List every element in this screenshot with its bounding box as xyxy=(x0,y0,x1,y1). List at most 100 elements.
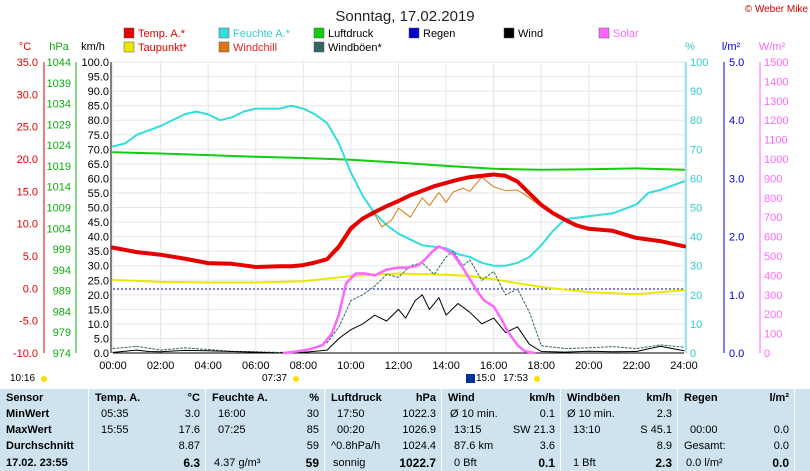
stats-wind-min: 0.1 xyxy=(539,408,555,420)
tick-pressure: 1024 xyxy=(47,140,71,152)
unit-wind: km/h xyxy=(81,41,105,53)
tick-wind: 85.0 xyxy=(88,101,109,113)
tick-temp: 35.0 xyxy=(17,57,38,69)
stats-col-wind: Wind km/h Ø 10 min. 0.1 13:15 SW 21.3 87… xyxy=(441,389,561,471)
tick-temp: 30.0 xyxy=(17,89,38,101)
tick-wind: 80.0 xyxy=(88,115,109,127)
stats-col-pressure: Luftdruck hPa 17:50 1022.3 00:20 1026.9 … xyxy=(324,389,442,471)
stats-col-sensor: Sensor MinWert MaxWert Durchschnitt 17.0… xyxy=(0,389,88,471)
stats-sensor-header: Sensor xyxy=(6,392,44,404)
stats-col-humidity: Feuchte A. % 16:00 30 07:25 85 59 4.37 g… xyxy=(205,389,325,471)
stats-col-temp: Temp. A. °C 05:35 3.0 15:55 17.6 8.87 6.… xyxy=(88,389,206,471)
legend-swatch-rain xyxy=(408,27,420,39)
stats-gust-min: 2.3 xyxy=(656,408,672,420)
tick-pressure: 974 xyxy=(53,348,71,360)
stats-wind-avg: 3.6 xyxy=(539,440,555,452)
legend-swatch-temp xyxy=(123,27,135,39)
legend-label-windchill: Windchill xyxy=(233,42,277,54)
stats-rain-title: Regen xyxy=(684,392,718,404)
tick-wind: 100.0 xyxy=(81,57,109,69)
tick-wind: 75.0 xyxy=(88,130,109,142)
unit-rain: l/m² xyxy=(722,41,741,53)
solar-noon-time: 15:0 xyxy=(476,373,496,384)
tick-wind: 50.0 xyxy=(88,203,109,215)
stats-temp-max: 17.6 xyxy=(178,424,200,436)
left-axes: 35.0 30.0 25.0 20.0 15.0 10.0 5.0 0.0 -5.0 -10.0 1… xyxy=(13,57,112,360)
stats-humidity-avg: 59 xyxy=(306,440,319,452)
stats-pressure-unit: hPa xyxy=(415,392,436,404)
tick-humidity: 20 xyxy=(690,290,702,302)
tick-humidity: 80 xyxy=(690,115,702,127)
tick-solar: 1000 xyxy=(764,154,788,166)
tick-temp: 5.0 xyxy=(23,251,38,263)
stats-gust-unit: km/h xyxy=(646,392,672,404)
x-axis: 00:00 02:00 04:00 06:00 08:00 10:00 12:00 14:00… xyxy=(99,352,698,372)
stats-pressure-min: 1022.3 xyxy=(402,408,436,420)
tick-solar: 500 xyxy=(764,251,782,263)
unit-humidity: % xyxy=(685,41,695,53)
x-tick-label: 20:00 xyxy=(575,360,603,372)
tick-pressure: 999 xyxy=(53,244,71,256)
tick-humidity: 10 xyxy=(690,319,702,331)
tick-solar: 1400 xyxy=(764,76,788,88)
tick-temp: -5.0 xyxy=(19,316,38,328)
tick-solar: 400 xyxy=(764,270,782,282)
stats-col-gust: Windböen km/h Ø 10 min. 2.3 13:10 S 45.1… xyxy=(560,389,678,471)
stats-pressure-trend: ^0.8hPa/h xyxy=(331,440,381,452)
series-wind xyxy=(112,294,685,354)
stats-wind-max-time: 13:15 xyxy=(454,424,482,436)
x-tick-label: 00:00 xyxy=(99,360,127,372)
stats-pressure-forecast: sonnig xyxy=(333,457,366,469)
x-tick-label: 22:00 xyxy=(623,360,651,372)
tick-wind: 95.0 xyxy=(88,72,109,84)
stats-humidity-current: 59 xyxy=(305,456,319,470)
legend-label-solar: Solar xyxy=(613,28,639,40)
tick-humidity: 100 xyxy=(690,57,708,69)
x-tick-label: 08:00 xyxy=(290,360,318,372)
tick-humidity: 30 xyxy=(690,261,702,273)
stats-rain-rate: 0.0 l/m² xyxy=(686,457,723,469)
tick-solar: 700 xyxy=(764,212,782,224)
axis-unit-headers: °C hPa km/h% l/m² W/m² xyxy=(19,41,786,53)
stats-rain-current: 0.0 xyxy=(772,456,789,470)
series-dewpoint xyxy=(112,272,685,296)
stats-humidity-max-time: 07:25 xyxy=(218,424,246,436)
stats-temp-title: Temp. A. xyxy=(95,392,141,404)
stats-gust-avg: 8.9 xyxy=(656,440,672,452)
legend-swatch-solar xyxy=(598,27,610,39)
stats-wind-distance: 87.6 km xyxy=(454,440,494,452)
stats-label-max: MaxWert xyxy=(6,424,52,436)
stats-temp-current: 6.3 xyxy=(183,456,200,470)
stats-gust-beaufort: 1 Bft xyxy=(573,457,596,469)
tick-wind: 15.0 xyxy=(88,304,109,316)
series-solar xyxy=(283,245,536,355)
legend-swatch-pressure xyxy=(313,27,325,39)
tick-solar: 0 xyxy=(764,348,770,360)
legend-label-pressure: Luftdruck xyxy=(328,28,374,40)
tick-solar: 300 xyxy=(764,290,782,302)
stats-gust-min-label: Ø 10 min. xyxy=(567,408,615,420)
weather-chart: Sonntag, 17.02.2019 © Weber Mike Temp. A… xyxy=(10,4,809,384)
stats-humidity-max: 85 xyxy=(306,424,319,436)
tick-wind: 90.0 xyxy=(88,86,109,98)
legend-label-dewpoint: Taupunkt* xyxy=(138,42,188,54)
stats-gust-title: Windböen xyxy=(567,392,621,404)
tick-wind: 20.0 xyxy=(88,290,109,302)
tick-wind: 35.0 xyxy=(88,246,109,258)
legend-swatch-gust xyxy=(313,41,325,53)
x-tick-label: 24:00 xyxy=(670,360,698,372)
tick-wind: 30.0 xyxy=(88,261,109,273)
stats-humidity-min: 30 xyxy=(306,408,319,420)
stats-wind-current: 0.1 xyxy=(538,456,555,470)
tick-wind: 45.0 xyxy=(88,217,109,229)
tick-pressure: 1014 xyxy=(47,182,71,194)
tick-temp: 0.0 xyxy=(23,283,38,295)
stats-temp-max-time: 15:55 xyxy=(101,424,129,436)
tick-solar: 1300 xyxy=(764,96,788,108)
x-tick-label: 18:00 xyxy=(527,360,555,372)
stats-rain-max-time: 00:00 xyxy=(690,424,718,436)
tick-wind: 60.0 xyxy=(88,173,109,185)
tick-pressure: 979 xyxy=(53,327,71,339)
tick-pressure: 1019 xyxy=(47,161,71,173)
tick-solar: 800 xyxy=(764,193,782,205)
